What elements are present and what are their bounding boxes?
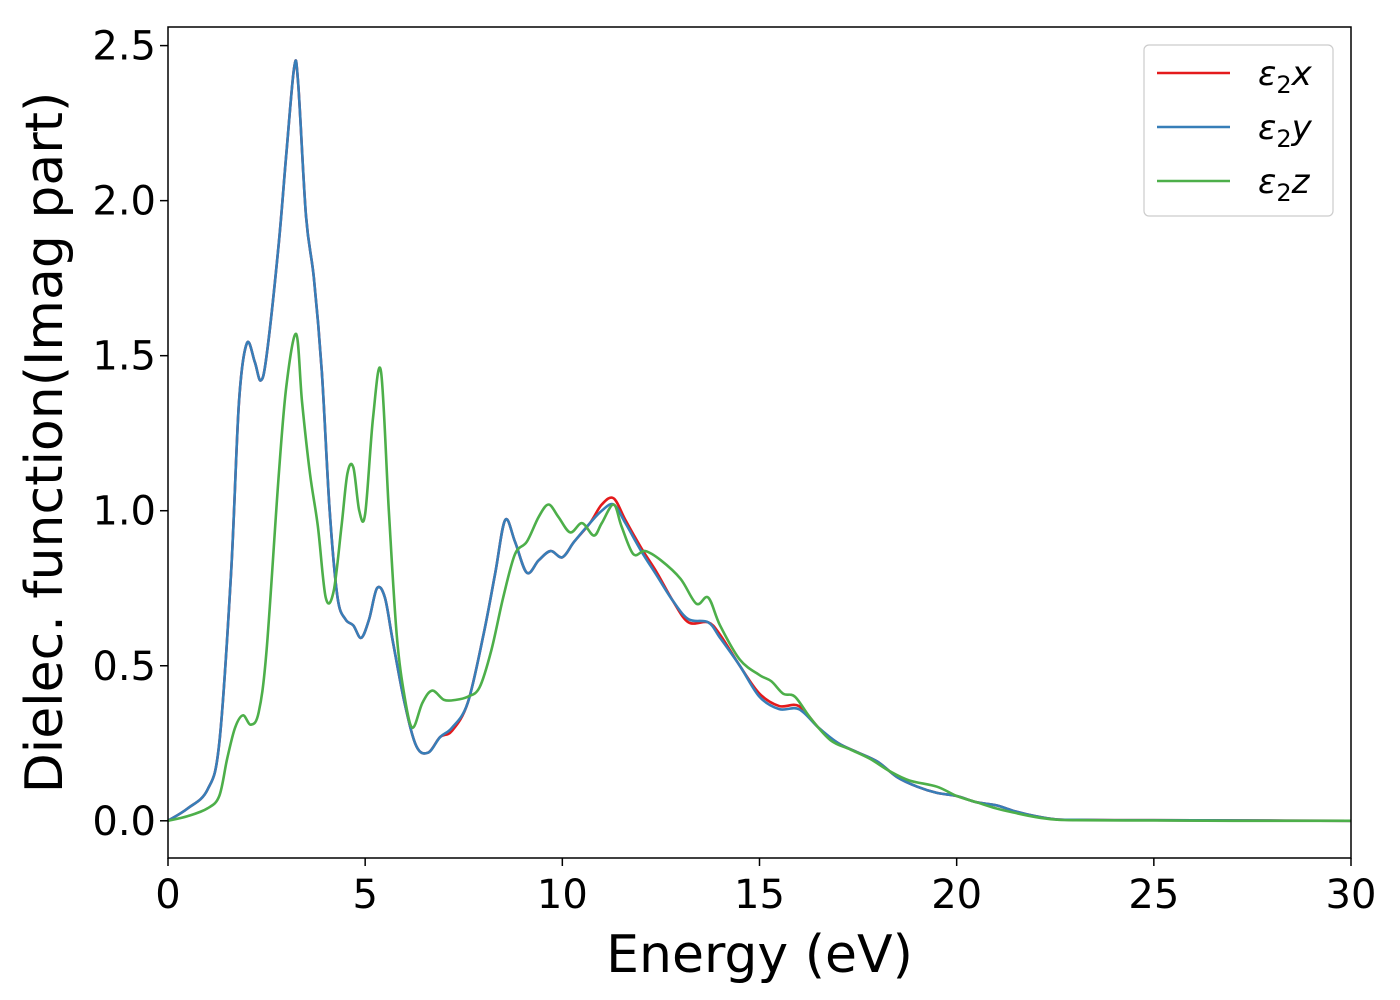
legend: ε2x ε2y ε2z (1143, 44, 1334, 217)
x-tick-label: 30 (1326, 872, 1377, 918)
x-axis-label: Energy (eV) (606, 925, 913, 985)
y-tick-label: 1.5 (92, 334, 156, 380)
y-tick-label: 1.0 (92, 489, 156, 535)
y-axis-label: Dielec. function(Imag part) (15, 92, 75, 794)
x-tick-label: 15 (734, 872, 785, 918)
x-axis-ticks: 0 5 10 15 20 25 30 (155, 858, 1376, 918)
x-tick-label: 0 (155, 872, 180, 918)
x-tick-label: 5 (352, 872, 377, 918)
legend-label-y: ε2y (1258, 108, 1313, 153)
legend-box (1143, 44, 1334, 217)
series-group (167, 59, 1352, 823)
y-axis-ticks: 0.0 0.5 1.0 1.5 2.0 2.5 (92, 24, 168, 845)
legend-label-x: ε2x (1258, 54, 1313, 99)
series-line-z (167, 332, 1352, 823)
x-tick-label: 20 (931, 872, 982, 918)
series-line-y (167, 59, 1352, 823)
y-tick-label: 2.5 (92, 24, 156, 70)
legend-label-z: ε2z (1258, 162, 1311, 207)
y-tick-label: 2.0 (92, 179, 156, 225)
y-tick-label: 0.0 (92, 799, 156, 845)
x-tick-label: 25 (1128, 872, 1179, 918)
y-tick-label: 0.5 (92, 644, 156, 690)
x-tick-label: 10 (537, 872, 588, 918)
